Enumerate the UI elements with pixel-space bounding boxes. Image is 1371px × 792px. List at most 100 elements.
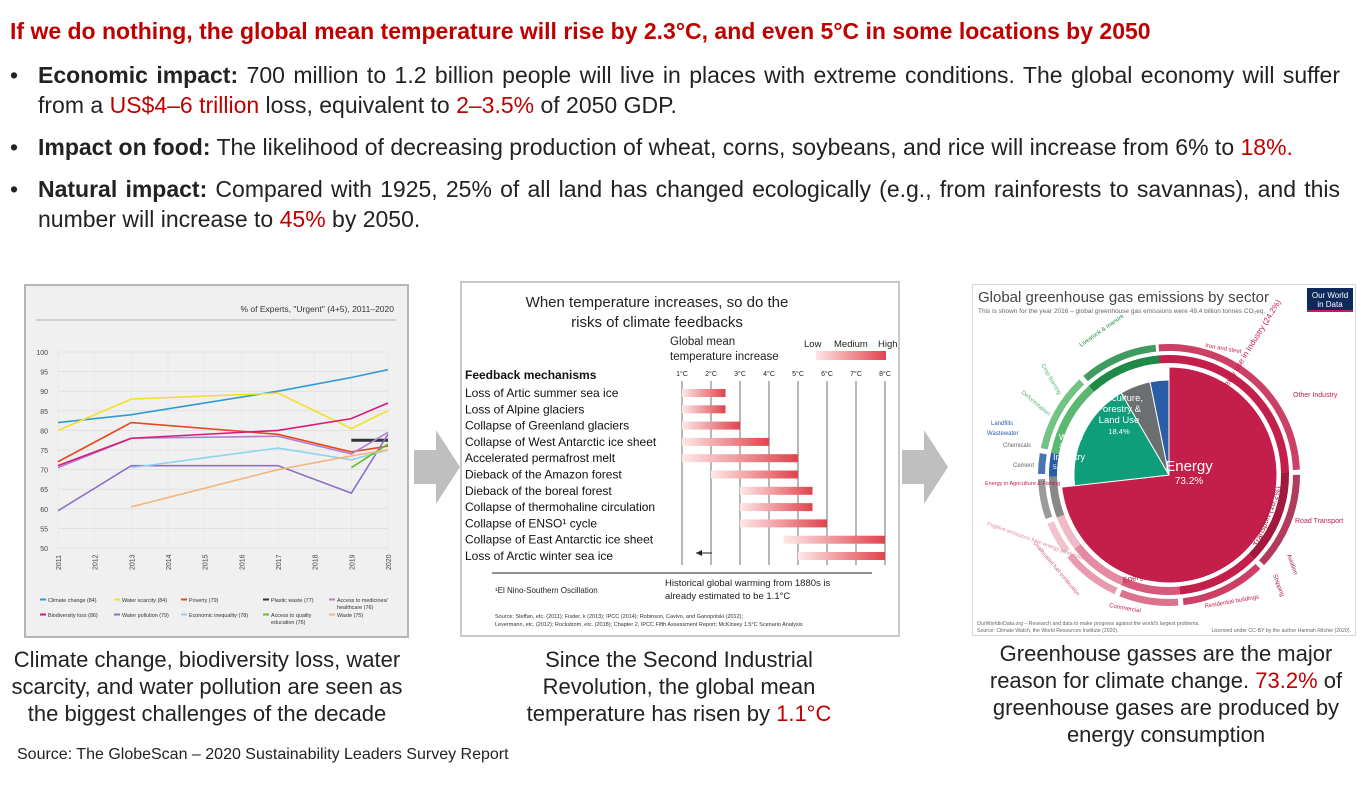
caption-highlight: 73.2% [1255, 668, 1318, 693]
chart1-x-tick: 2016 [239, 554, 246, 570]
climate-feedback-chart-panel: When temperature increases, so do the ri… [460, 281, 900, 637]
ghg-emissions-chart-panel: Global greenhouse gas emissions by secto… [972, 284, 1356, 636]
chart2-sources-line1: Source: Steffan, etc. (2011); Fisder, k … [495, 614, 744, 620]
caption-ghg: Greenhouse gasses are the major reason f… [976, 640, 1356, 748]
bullet-economic: • Economic impact: 700 million to 1.2 bi… [10, 60, 1340, 120]
chart1-legend-label: Biodiversity loss (86) [48, 613, 98, 619]
bullet-text: 700 million to 1.2 billion people will l… [38, 62, 1340, 118]
pie-slice [1073, 392, 1170, 487]
feedback-risk-bar [682, 405, 726, 414]
chart2-title-line1: When temperature increases, so do the [526, 294, 789, 311]
chart1-y-tick: 95 [40, 370, 48, 377]
expert-urgency-chart-panel: % of Experts, "Urgent" (4+5), 2011–2020 … [24, 284, 409, 638]
bullet-text: by 2050. [325, 206, 421, 232]
pie-value-industry: 5.2% [1053, 464, 1068, 471]
bullet-dot: • [10, 62, 19, 88]
feedback-mechanism-label: Loss of Arctic winter sea ice [465, 549, 613, 563]
outer-sector-arc [1074, 543, 1125, 586]
chart1-x-tick: 2012 [93, 554, 100, 570]
chart1-series-line [350, 443, 389, 469]
climate-feedback-chart: When temperature increases, so do the ri… [465, 294, 898, 628]
feedback-risk-bar [711, 470, 798, 479]
temperature-tick: 3°C [734, 370, 746, 378]
owid-logo-line2: in Data [1317, 300, 1343, 309]
chart1-x-tick: 2013 [129, 554, 136, 570]
outer-sector-label: Aviation [1285, 554, 1298, 576]
feedback-mechanism-label: Accelerated permafrost melt [465, 451, 616, 465]
chart1-y-tick: 100 [36, 350, 48, 357]
temperature-tick: 5°C [792, 370, 804, 378]
pie-label-energy: Energy [1165, 458, 1213, 475]
outer-sector-label: Livestock & manure [1079, 313, 1126, 349]
feedback-mechanism-label: Loss of Artic summer sea ice [465, 386, 619, 400]
chart1-legend-label: Water scarcity (84) [122, 598, 167, 604]
pie-value-energy: 73.2% [1175, 476, 1203, 487]
outer-sector-arc [1049, 476, 1065, 518]
outer-sector-label: Chemicals [1003, 443, 1031, 449]
chart1-y-tick: 60 [40, 507, 48, 514]
chart1-legend-label: Access to quality [271, 613, 312, 619]
chart1-y-tick: 65 [40, 487, 48, 494]
outer-subsector-arc [1182, 563, 1261, 606]
feedback-mechanism-label: Collapse of ENSO¹ cycle [465, 516, 597, 530]
chart1-x-tick: 2018 [313, 554, 320, 570]
chart2-sources-line2: Levermann, etc. (2012); Rockstrom, etc. … [495, 622, 803, 628]
chart1-x-tick: 2014 [166, 554, 173, 570]
bullet-food: • Impact on food: The likelihood of decr… [10, 132, 1340, 162]
outer-sector-arc [1121, 577, 1180, 595]
feedback-risk-bar [798, 552, 885, 560]
chart3-footer-left: OurWorldinData.org – Research and data t… [977, 621, 1200, 627]
chart1-series-line [131, 447, 389, 469]
caption-temperature: Since the Second Industrial Revolution, … [500, 646, 858, 727]
outer-subsector-arc [1119, 589, 1179, 606]
chart1-series-line [57, 402, 389, 467]
feedback-mechanism-label: Collapse of Greenland glaciers [465, 419, 629, 433]
risk-legend-gradient [816, 351, 886, 360]
bullet-label: Natural impact: [38, 176, 208, 202]
outer-sector-label: Shipping [1271, 574, 1285, 598]
temperature-tick: 2°C [705, 370, 717, 378]
outer-sector-label: Other Industry [1293, 392, 1338, 399]
outer-sector-label: Energy in Agriculture & Fishing [985, 481, 1060, 487]
gmt-label-line2: temperature increase [670, 351, 779, 363]
outer-subsector-arc [1258, 474, 1300, 566]
bullet-highlight: US$4–6 trillion [109, 92, 260, 118]
outer-sector-arc [1051, 385, 1095, 455]
feedback-risk-bar [783, 535, 885, 544]
headline: If we do nothing, the global mean temper… [10, 18, 1151, 44]
outer-subsector-arc [1067, 553, 1118, 595]
chart1-series-line [57, 368, 389, 424]
historical-note-line1: Historical global warming from 1880s is [665, 578, 831, 589]
chart1-y-tick: 55 [40, 526, 48, 533]
feedback-mechanism-label: Dieback of the boreal forest [465, 484, 612, 498]
chart2-title-line2: risks of climate feedbacks [571, 314, 743, 331]
outer-sector-arc [1049, 452, 1059, 477]
bullet-list: • Economic impact: 700 million to 1.2 bi… [10, 60, 1340, 246]
bullet-dot: • [10, 134, 19, 160]
temperature-tick: 1°C [676, 370, 688, 378]
bullet-text: The likelihood of decreasing production … [210, 134, 1241, 160]
bullet-dot: • [10, 176, 19, 202]
outer-sector-label: Wastewater [987, 431, 1018, 437]
bullet-text: loss, equivalent to [259, 92, 457, 118]
chart1-x-tick: 2019 [349, 554, 356, 570]
chart3-footer-source: Source: Climate Watch, the World Resourc… [977, 628, 1119, 634]
bullet-text: of 2050 GDP. [534, 92, 677, 118]
chart3-subtitle: This is shown for the year 2016 – global… [978, 308, 1265, 315]
feedback-mechanism-label: Collapse of West Antarctic ice sheet [465, 435, 657, 449]
feedback-risk-bar [682, 454, 798, 463]
chart1-legend-label: Climate change (84) [48, 598, 97, 604]
pie-label-waste: Waste [1059, 432, 1083, 442]
historical-note-line2: already estimated to be 1.1°C [665, 591, 790, 602]
risk-legend-medium: Medium [834, 339, 868, 350]
caption-text: of greenhouse gases are produced by ener… [992, 668, 1343, 747]
bullet-label: Economic impact: [38, 62, 239, 88]
temperature-tick: 6°C [821, 370, 833, 378]
pie-value-waste: 3.2% [1059, 443, 1074, 450]
caption-expert-survey: Climate change, biodiversity loss, water… [11, 647, 403, 726]
outer-sector-label: Deforestation [1020, 390, 1051, 418]
outer-subsector-arc [1083, 344, 1157, 382]
historical-arrowhead-icon [696, 550, 702, 556]
chart1-series-line [57, 433, 389, 512]
feedback-risk-bar [740, 519, 827, 528]
